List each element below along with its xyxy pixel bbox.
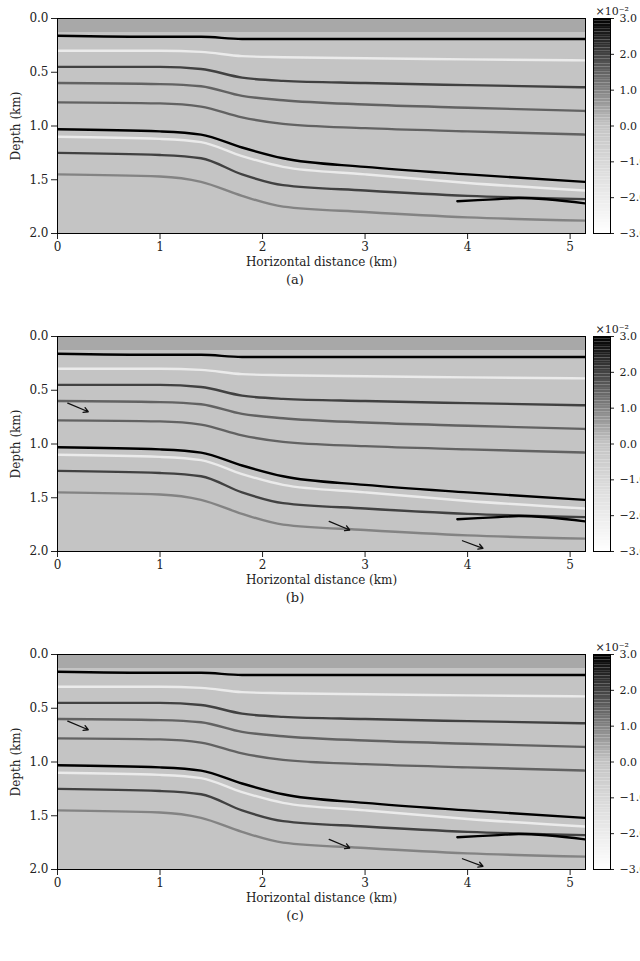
svg-text:−2.0: −2.0 [620,827,640,840]
svg-text:×10⁻²: ×10⁻² [596,641,629,654]
html-text:(a): (a) [286,272,304,287]
svg-text:−3.0: −3.0 [620,545,640,558]
svg-text:1: 1 [156,558,164,572]
svg-text:1.5: 1.5 [29,809,48,823]
svg-text:2.0: 2.0 [29,862,48,876]
svg-text:0.0: 0.0 [29,329,48,343]
svg-text:Horizontal distance (km): Horizontal distance (km) [246,891,397,905]
svg-text:Depth (km): Depth (km) [9,410,23,479]
html-text:(c): (c) [286,908,304,923]
svg-text:3: 3 [361,876,369,890]
html-text:(b): (b) [285,590,305,605]
svg-text:3.0: 3.0 [619,330,637,343]
svg-text:0.0: 0.0 [620,438,638,451]
svg-text:0.0: 0.0 [29,647,48,661]
svg-text:4: 4 [464,240,472,254]
svg-text:1: 1 [156,240,164,254]
svg-text:1.0: 1.0 [620,720,638,733]
svg-text:1.0: 1.0 [29,119,48,133]
svg-text:−2.0: −2.0 [620,191,640,204]
svg-text:1.5: 1.5 [29,491,48,505]
svg-text:3.0: 3.0 [619,648,637,661]
svg-text:2.0: 2.0 [620,366,638,379]
svg-text:0.0: 0.0 [29,11,48,25]
svg-text:0.5: 0.5 [29,383,48,397]
svg-text:1.5: 1.5 [29,173,48,187]
svg-text:0: 0 [54,240,62,254]
svg-text:3: 3 [361,558,369,572]
svg-text:0.5: 0.5 [29,701,48,715]
svg-text:3: 3 [361,240,369,254]
svg-text:Horizontal distance (km): Horizontal distance (km) [246,255,397,269]
svg-text:4: 4 [464,558,472,572]
svg-text:2: 2 [259,876,267,890]
svg-text:0.0: 0.0 [620,756,638,769]
svg-text:2.0: 2.0 [620,684,638,697]
svg-text:Horizontal distance (km): Horizontal distance (km) [246,573,397,587]
svg-text:1.0: 1.0 [29,755,48,769]
svg-text:Depth (km): Depth (km) [9,728,23,797]
svg-text:0.5: 0.5 [29,65,48,79]
svg-text:5: 5 [566,558,574,572]
svg-text:1.0: 1.0 [29,437,48,451]
svg-text:−1.0: −1.0 [620,155,640,168]
svg-text:1: 1 [156,876,164,890]
svg-text:×10⁻²: ×10⁻² [596,5,629,18]
svg-text:5: 5 [566,240,574,254]
svg-text:4: 4 [464,876,472,890]
svg-text:−3.0: −3.0 [620,863,640,876]
svg-text:1.0: 1.0 [620,402,638,415]
svg-text:−1.0: −1.0 [620,791,640,804]
svg-text:5: 5 [566,876,574,890]
svg-text:Depth (km): Depth (km) [9,92,23,161]
svg-text:2.0: 2.0 [29,226,48,240]
svg-text:−2.0: −2.0 [620,509,640,522]
svg-text:×10⁻²: ×10⁻² [596,323,629,336]
svg-text:3.0: 3.0 [619,12,637,25]
svg-text:2: 2 [259,240,267,254]
svg-text:2.0: 2.0 [620,48,638,61]
svg-text:−1.0: −1.0 [620,473,640,486]
svg-text:−3.0: −3.0 [620,227,640,240]
svg-text:1.0: 1.0 [620,84,638,97]
svg-text:2.0: 2.0 [29,544,48,558]
svg-text:0: 0 [54,558,62,572]
svg-text:0: 0 [54,876,62,890]
svg-text:2: 2 [259,558,267,572]
svg-text:0.0: 0.0 [620,120,638,133]
